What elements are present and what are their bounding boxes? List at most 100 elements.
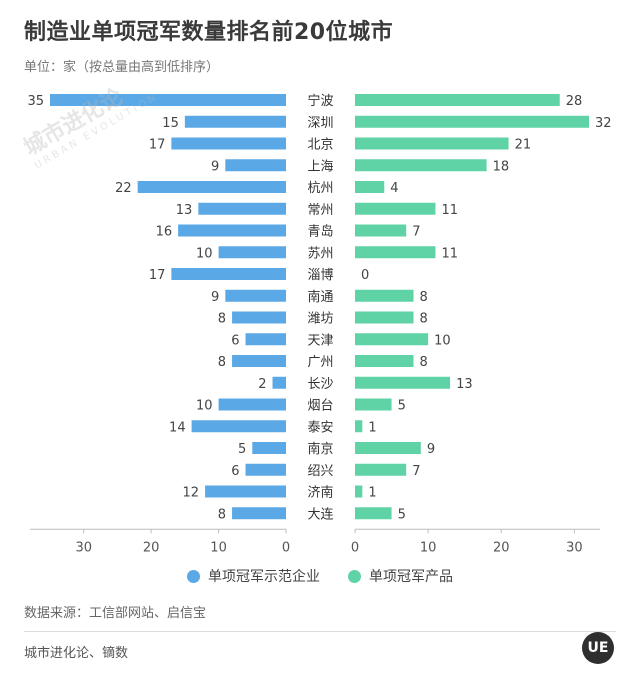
category-label-8: 淄博 bbox=[307, 268, 333, 283]
bar-products-9 bbox=[355, 289, 414, 302]
category-label-9: 南通 bbox=[307, 289, 333, 305]
bar-products-19 bbox=[355, 507, 392, 520]
label-products-2: 21 bbox=[515, 138, 532, 153]
bar-products-16 bbox=[355, 442, 421, 454]
category-label-13: 长沙 bbox=[307, 377, 333, 392]
bar-enterprises-8 bbox=[171, 268, 286, 280]
label-products-5: 11 bbox=[441, 203, 458, 218]
bar-products-3 bbox=[355, 159, 487, 172]
chart-title: 制造业单项冠军数量排名前20位城市 bbox=[24, 20, 394, 45]
label-enterprises-6: 16 bbox=[156, 225, 173, 240]
bar-enterprises-14 bbox=[218, 398, 286, 411]
label-enterprises-19: 8 bbox=[218, 507, 226, 522]
bar-products-5 bbox=[355, 202, 436, 215]
label-products-0: 28 bbox=[566, 94, 583, 109]
label-enterprises-5: 13 bbox=[176, 203, 193, 218]
bar-products-14 bbox=[355, 398, 392, 411]
label-products-1: 32 bbox=[595, 116, 612, 131]
category-label-2: 北京 bbox=[307, 138, 333, 153]
category-label-6: 青岛 bbox=[307, 224, 333, 240]
label-products-15: 1 bbox=[368, 420, 376, 435]
category-label-5: 常州 bbox=[307, 203, 333, 218]
right-tick-label-3: 30 bbox=[566, 540, 583, 555]
category-label-18: 济南 bbox=[307, 485, 333, 501]
label-products-6: 7 bbox=[412, 225, 420, 240]
bar-products-4 bbox=[355, 181, 385, 193]
bar-products-18 bbox=[355, 485, 363, 498]
left-tick-label-2: 10 bbox=[210, 540, 227, 555]
bar-enterprises-3 bbox=[225, 159, 286, 172]
label-products-16: 9 bbox=[427, 442, 435, 457]
bar-enterprises-12 bbox=[232, 355, 286, 367]
bar-products-12 bbox=[355, 355, 414, 367]
label-products-19: 5 bbox=[398, 507, 406, 522]
right-tick-label-0: 0 bbox=[351, 540, 359, 555]
bar-enterprises-7 bbox=[218, 246, 286, 259]
category-label-1: 深圳 bbox=[307, 116, 333, 131]
bar-products-10 bbox=[355, 311, 414, 324]
category-label-15: 泰安 bbox=[307, 420, 333, 435]
label-products-3: 18 bbox=[493, 159, 510, 174]
bar-enterprises-13 bbox=[272, 376, 286, 389]
footer-divider bbox=[24, 631, 616, 632]
legend-item-enterprises: 单项冠军示范企业 bbox=[187, 566, 320, 586]
bar-products-13 bbox=[355, 376, 451, 389]
bar-products-6 bbox=[355, 224, 407, 237]
bar-enterprises-1 bbox=[184, 115, 286, 128]
label-products-14: 5 bbox=[398, 399, 406, 414]
left-tick-label-1: 20 bbox=[143, 540, 160, 555]
brand-logo: UE bbox=[582, 632, 614, 664]
label-enterprises-17: 6 bbox=[231, 464, 239, 479]
label-products-17: 7 bbox=[412, 464, 420, 479]
right-tick-label-2: 20 bbox=[493, 540, 510, 555]
label-enterprises-11: 6 bbox=[231, 333, 239, 348]
label-enterprises-12: 8 bbox=[218, 355, 226, 370]
category-label-7: 苏州 bbox=[307, 245, 333, 261]
label-enterprises-14: 10 bbox=[196, 399, 213, 414]
legend-label-products: 单项冠军产品 bbox=[369, 569, 453, 585]
label-enterprises-7: 10 bbox=[196, 246, 213, 261]
label-enterprises-2: 17 bbox=[149, 138, 166, 153]
label-enterprises-1: 15 bbox=[162, 116, 179, 131]
label-enterprises-15: 14 bbox=[169, 420, 186, 435]
bar-products-0 bbox=[355, 94, 560, 106]
category-label-19: 大连 bbox=[307, 506, 333, 522]
bar-enterprises-19 bbox=[232, 507, 286, 520]
legend-label-enterprises: 单项冠军示范企业 bbox=[208, 569, 320, 585]
category-label-17: 绍兴 bbox=[307, 464, 333, 479]
category-label-16: 南京 bbox=[307, 441, 333, 457]
label-products-12: 8 bbox=[420, 355, 428, 370]
bar-enterprises-17 bbox=[245, 463, 286, 476]
category-label-11: 天津 bbox=[307, 333, 333, 348]
bar-enterprises-10 bbox=[232, 311, 286, 324]
bar-products-7 bbox=[355, 246, 436, 259]
label-products-9: 8 bbox=[420, 290, 428, 305]
label-enterprises-13: 2 bbox=[258, 377, 266, 392]
legend-swatch-products bbox=[348, 569, 361, 583]
bar-enterprises-2 bbox=[171, 137, 286, 150]
bar-enterprises-6 bbox=[178, 224, 286, 237]
bar-enterprises-9 bbox=[225, 289, 286, 302]
left-tick-label-0: 30 bbox=[75, 540, 92, 555]
bar-enterprises-15 bbox=[191, 420, 286, 433]
category-label-10: 潍坊 bbox=[307, 312, 333, 327]
data-source: 数据来源：工信部网站、启信宝 bbox=[24, 606, 207, 621]
legend-item-products: 单项冠军产品 bbox=[348, 566, 453, 586]
bar-products-2 bbox=[355, 137, 509, 150]
label-enterprises-0: 35 bbox=[27, 94, 44, 109]
label-enterprises-16: 5 bbox=[238, 442, 246, 457]
bar-products-15 bbox=[355, 420, 363, 433]
label-enterprises-18: 12 bbox=[183, 486, 200, 501]
bar-products-1 bbox=[355, 115, 589, 128]
label-enterprises-10: 8 bbox=[218, 312, 226, 327]
credit-text: 城市进化论、镝数 bbox=[24, 646, 129, 661]
category-label-4: 杭州 bbox=[307, 181, 333, 196]
bar-enterprises-4 bbox=[137, 181, 286, 193]
label-products-10: 8 bbox=[420, 312, 428, 327]
legend-swatch-enterprises bbox=[187, 569, 200, 583]
bar-enterprises-11 bbox=[245, 333, 286, 346]
chart-subtitle: 单位：家（按总量由高到低排序） bbox=[24, 60, 220, 75]
category-label-12: 广州 bbox=[307, 355, 333, 370]
label-enterprises-3: 9 bbox=[211, 159, 219, 174]
right-tick-label-1: 10 bbox=[420, 540, 437, 555]
